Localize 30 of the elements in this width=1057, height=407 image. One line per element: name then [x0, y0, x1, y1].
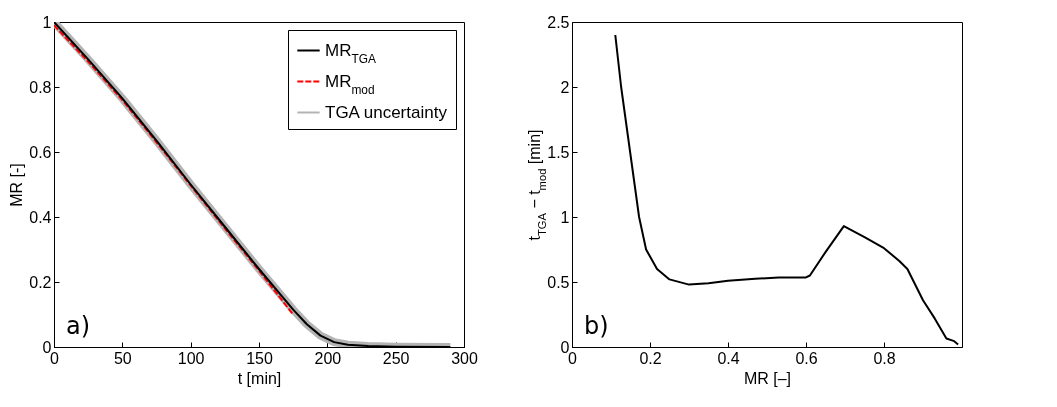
y-axis-title: MR [-]	[8, 163, 26, 207]
y-tick-label: 2	[560, 78, 570, 96]
y-tick-label: 0.6	[29, 143, 52, 161]
legend-label: TGA uncertainty	[325, 102, 448, 122]
x-tick-label: 0.2	[639, 349, 662, 367]
legend-label: MR$_{TGA}$	[325, 40, 376, 66]
x-axis-title: t [min]	[237, 369, 282, 387]
x-tick-label: 200	[314, 349, 342, 367]
y-tick-label: 1	[560, 208, 570, 226]
annotation: a)	[66, 312, 91, 340]
annotation: b)	[584, 312, 609, 340]
legend-label: MR$_{mod}$	[325, 71, 375, 97]
x-tick-label: 0.8	[873, 349, 896, 367]
x-tick-label: 250	[382, 349, 410, 367]
x-tick-label: 0.6	[795, 349, 818, 367]
y-tick-label: 0.2	[29, 273, 52, 291]
y-tick-label: 1	[42, 13, 52, 31]
x-tick-label: 100	[177, 349, 205, 367]
x-tick-label: 300	[451, 349, 478, 367]
x-tick-label: 50	[113, 349, 132, 367]
x-tick-label: 150	[246, 349, 273, 367]
y-tick-label: 1.5	[547, 143, 570, 161]
y-tick-label: 2.5	[547, 13, 570, 31]
y-tick-label: 0.8	[29, 78, 52, 96]
x-tick-label: 0.4	[717, 349, 740, 367]
y-tick-label: 0.5	[547, 273, 570, 291]
y-tick-label: 0.4	[29, 208, 52, 226]
y-tick-label: 0	[42, 338, 52, 356]
y-tick-label: 0	[560, 338, 570, 356]
x-axis-title: MR [–]	[743, 369, 792, 387]
